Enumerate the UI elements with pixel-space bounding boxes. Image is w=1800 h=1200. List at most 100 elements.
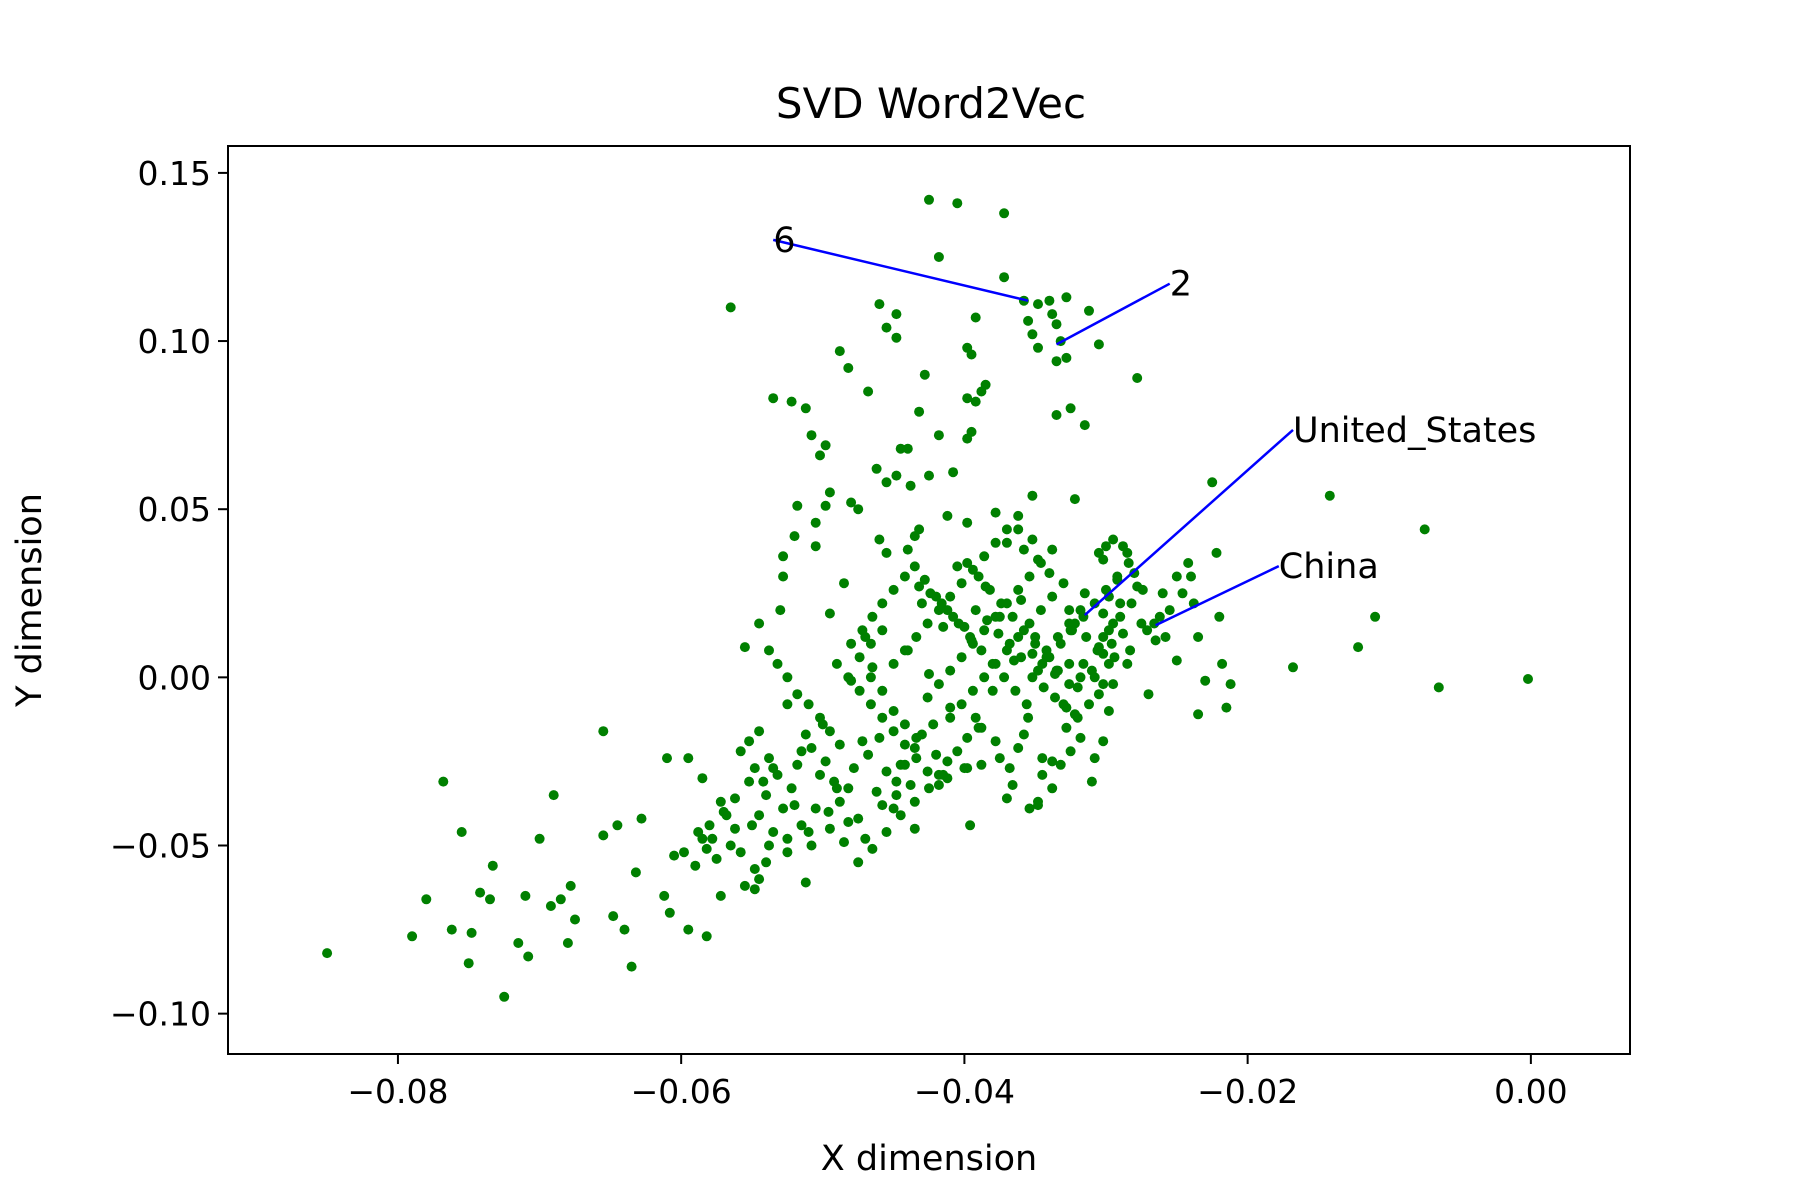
data-point-308 [976,645,987,656]
data-point-273 [754,810,765,821]
data-point-175 [815,450,825,461]
data-point-367 [979,672,990,683]
data-point-65 [824,608,835,619]
data-point-253 [829,776,840,787]
data-point-407 [754,874,765,885]
data-point-425 [1089,753,1100,764]
data-point-445 [914,581,925,592]
data-point-20 [565,880,576,891]
data-point-197 [874,534,885,545]
data-point-203 [962,517,973,528]
data-point-261 [772,769,783,780]
data-point-198 [853,504,864,515]
data-point-457 [1050,692,1060,703]
data-point-260 [778,803,789,814]
annotation-line-6 [772,238,1029,302]
data-point-47 [735,847,746,858]
data-point-282 [881,827,892,837]
data-point-426 [1098,736,1109,747]
data-point-284 [909,796,920,807]
data-point-351 [1024,571,1035,582]
data-point-239 [942,756,953,767]
data-point-106 [1115,598,1126,609]
data-point-16 [545,901,556,911]
data-point-25 [612,820,623,831]
data-point-439 [1125,645,1136,656]
data-point-280 [853,857,864,868]
data-point-206 [1027,534,1038,545]
data-point-352 [1035,558,1046,568]
data-point-185 [778,551,789,562]
data-point-435 [1089,672,1100,683]
y-axis-title: Y dimension [10,493,50,708]
data-point-119 [1211,547,1222,558]
data-point-268 [721,810,732,821]
data-point-363 [933,780,944,790]
data-point-192 [948,467,959,478]
data-point-41 [704,820,715,831]
data-point-27 [626,961,637,972]
data-point-380 [1126,598,1137,609]
data-point-133 [999,208,1010,219]
data-point-361 [911,753,922,764]
data-point-263 [758,776,769,787]
data-point-196 [902,544,913,555]
data-point-229 [1055,759,1066,770]
data-point-318 [1089,598,1100,609]
data-point-401 [1030,638,1041,649]
data-point-332 [979,551,990,562]
data-point-265 [744,736,755,747]
data-point-325 [899,645,910,656]
data-point-348 [990,611,1001,622]
data-point-415 [877,800,888,811]
data-point-138 [1047,309,1058,320]
data-point-109 [1136,618,1147,629]
data-point-191 [933,430,944,441]
data-point-322 [865,672,876,683]
data-point-338 [877,625,888,636]
data-point-370 [1013,632,1024,642]
data-point-266 [735,746,746,757]
data-point-364 [945,712,956,723]
data-point-455 [1027,672,1038,683]
data-point-417 [905,780,916,790]
data-point-71 [867,662,878,673]
data-point-74 [888,803,899,814]
data-point-321 [1123,558,1134,568]
data-point-200 [1027,490,1038,501]
data-point-443 [1177,588,1188,599]
data-point-205 [1001,537,1012,548]
data-point-278 [824,823,835,834]
data-point-184 [789,531,800,542]
data-point-246 [881,766,892,777]
data-point-400 [1018,625,1029,636]
annotation-line-united-states [1083,428,1294,617]
data-point-347 [979,625,990,636]
data-point-220 [1108,679,1119,690]
data-point-11 [499,991,510,1002]
data-point-446 [925,588,936,599]
data-point-262 [764,753,774,764]
x-tick-label-0: −0.08 [347,1072,448,1111]
data-point-337 [865,638,876,649]
data-point-424 [1047,783,1058,794]
data-point-312 [1021,699,1032,710]
data-point-340 [899,719,910,730]
data-point-88 [987,685,998,696]
data-point-456 [1038,682,1049,693]
data-point-58 [782,699,793,710]
data-point-336 [854,652,865,663]
data-point-434 [1078,658,1089,669]
data-point-153 [1079,420,1090,431]
data-point-320 [1112,571,1123,582]
data-point-287 [754,618,765,629]
x-tick-label-3: −0.02 [1197,1072,1298,1111]
data-point-421 [1007,780,1018,790]
data-point-132 [952,198,963,209]
data-point-244 [899,759,910,770]
data-point-202 [990,507,1001,518]
data-point-389 [1098,679,1109,690]
data-point-13 [520,890,531,901]
data-point-167 [891,332,902,343]
